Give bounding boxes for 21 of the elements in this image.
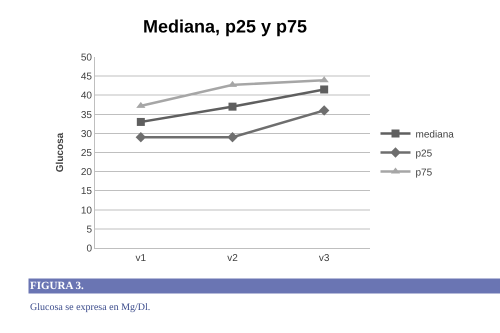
x-tick-label: v3 bbox=[318, 253, 330, 264]
chart-title: Mediana, p25 y p75 bbox=[142, 16, 308, 37]
y-tick-label: 30 bbox=[80, 128, 92, 140]
y-tick-label: 50 bbox=[80, 52, 92, 64]
legend-label: mediana bbox=[416, 129, 454, 140]
y-tick-label: 25 bbox=[80, 148, 92, 159]
y-tick-label: 35 bbox=[80, 110, 92, 121]
legend-label: p25 bbox=[416, 148, 433, 160]
y-tick-label: 20 bbox=[80, 167, 92, 178]
y-tick-label: 45 bbox=[80, 72, 92, 83]
legend-label: p75 bbox=[416, 167, 433, 178]
x-tick-label: v1 bbox=[136, 253, 147, 264]
y-tick-label: 40 bbox=[80, 90, 92, 102]
y-tick-label: 10 bbox=[80, 205, 92, 216]
text: Glucosa se expresa en Mg/Dl. bbox=[30, 302, 150, 313]
y-axis-title: Glucosa bbox=[54, 132, 66, 172]
y-tick-label: 5 bbox=[86, 224, 92, 236]
text: FIGURA 3. bbox=[30, 280, 84, 292]
y-tick-label: 0 bbox=[86, 244, 92, 254]
y-tick-label: 15 bbox=[80, 186, 92, 198]
x-tick-label: v2 bbox=[227, 253, 238, 264]
